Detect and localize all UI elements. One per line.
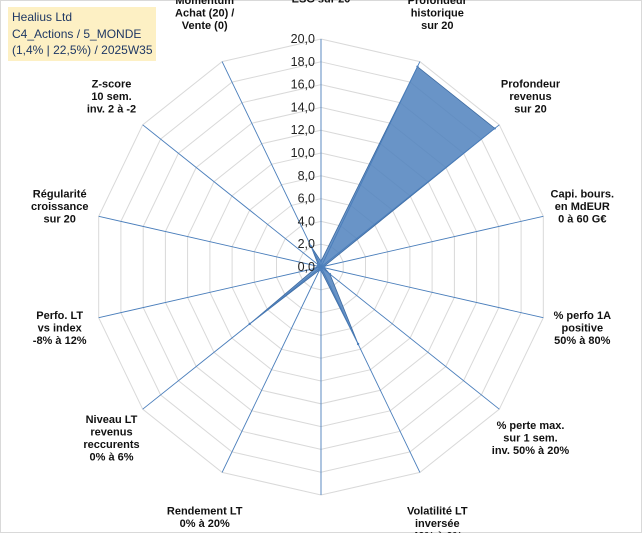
tick-label: 18,0 xyxy=(291,55,315,69)
axis-spoke xyxy=(98,215,322,268)
tick-label: 20,0 xyxy=(291,32,315,46)
axis-label-line: sur 1 sem. xyxy=(503,433,557,445)
axis-label-line: sur 20 xyxy=(421,20,453,32)
axis-label: % perte max. sur 1 sem. inv. 50% à 20% xyxy=(492,420,570,457)
axis-label-line: historique xyxy=(411,8,464,20)
data-point xyxy=(318,268,321,272)
axis-label-line: 10 sem. xyxy=(91,91,131,103)
axis-label-line: Régularité xyxy=(33,188,87,200)
axis-label-line: Profondeur xyxy=(501,78,561,90)
axis-label: % perfo 1A positive 50% à 80% xyxy=(554,310,612,347)
tick-label: 10,0 xyxy=(291,146,315,160)
axis-label: Profondeur historique sur 20 xyxy=(408,0,468,32)
data-point xyxy=(248,322,251,326)
axis-label: Régularité croissance sur 20 xyxy=(31,188,88,225)
axis-spoke xyxy=(142,266,322,410)
axis-label-line: positive xyxy=(562,323,604,335)
axis-label-line: inversée xyxy=(415,518,460,530)
tick-label: 0,0 xyxy=(298,260,315,274)
tick-label: 16,0 xyxy=(291,78,315,92)
data-point xyxy=(356,342,360,346)
axis-spoke xyxy=(320,124,500,268)
axis-label-line: % perfo 1A xyxy=(554,310,612,322)
axis-label-line: 40% à 0% xyxy=(412,531,462,533)
data-point xyxy=(416,65,419,68)
data-point xyxy=(314,267,317,270)
title-box: Healius Ltd C4_Actions / 5_MONDE (1,4% |… xyxy=(8,7,156,61)
axis-label-line: 50% à 80% xyxy=(554,335,610,347)
axis-label: Z-score 10 sem. inv. 2 à -2 xyxy=(87,78,136,115)
axis-label: Capi. bours. en MdEUR 0 à 60 G€ xyxy=(551,188,615,225)
axis-label-line: en MdEUR xyxy=(555,201,610,213)
axis-label-line: sur 20 xyxy=(514,103,546,115)
axis-label-line: 0% à 6% xyxy=(89,451,133,463)
axis-label-line: Achat (20) / xyxy=(175,8,234,20)
tick-label: 2,0 xyxy=(298,237,315,251)
tick-label: 6,0 xyxy=(298,192,315,206)
axis-label-line: Z-score xyxy=(92,78,132,90)
axis-spoke xyxy=(98,266,322,319)
tick-label: 12,0 xyxy=(291,123,315,137)
axis-label: Perfo. LT vs index -8% à 12% xyxy=(33,310,87,347)
portfolio-stats: (1,4% | 22,5%) / 2025W35 xyxy=(12,43,153,57)
data-point xyxy=(309,245,313,248)
axis-label-line: croissance xyxy=(31,201,88,213)
axis-label-line: reccurents xyxy=(83,439,139,451)
axis-label-line: inv. 50% à 20% xyxy=(492,445,570,457)
axis-label-line: revenus xyxy=(509,91,551,103)
axis-label-line: revenus xyxy=(90,426,132,438)
axis-label-line: vs index xyxy=(38,323,83,335)
axis-label: NoteESG sur 20 xyxy=(292,0,351,6)
axis-label-line: -8% à 12% xyxy=(33,335,87,347)
portfolio-name: C4_Actions / 5_MONDE xyxy=(12,26,142,41)
data-point xyxy=(328,272,332,276)
data-point xyxy=(493,127,496,130)
axis-label-line: % perte max. xyxy=(497,420,565,432)
tick-label: 14,0 xyxy=(291,100,315,114)
axis-spoke xyxy=(320,215,544,268)
data-point xyxy=(319,260,323,263)
axis-label-line: Volatilité LT xyxy=(407,506,468,518)
axis-label: Momentum Achat (20) / Vente (0) xyxy=(175,0,234,32)
axis-label-line: Momentum xyxy=(175,0,234,7)
data-point xyxy=(323,266,326,269)
axis-label: Rendement LT 0% à 20% xyxy=(167,506,243,531)
axis-label-line: Perfo. LT xyxy=(36,310,83,322)
axis-label-line: Profondeur xyxy=(408,0,468,7)
axis-label: Profondeur revenus sur 20 xyxy=(501,78,561,115)
data-point xyxy=(317,263,320,267)
axis-spoke xyxy=(320,266,544,319)
axis-spoke xyxy=(142,124,322,268)
axis-spoke xyxy=(320,266,500,410)
axis-label: Niveau LT revenus reccurents 0% à 6% xyxy=(83,414,139,464)
axis-label-line: inv. 2 à -2 xyxy=(87,103,136,115)
axis-label-line: 0 à 60 G€ xyxy=(558,213,606,225)
axis-spoke xyxy=(320,61,421,268)
axis-label: Volatilité LTinversée40% à 0% xyxy=(407,506,468,533)
series-area xyxy=(249,66,496,345)
axis-label-line: Vente (0) xyxy=(182,20,228,32)
axis-label-line: 0% à 20% xyxy=(180,518,230,530)
axis-label-line: sur 20 xyxy=(43,213,75,225)
tick-label: 8,0 xyxy=(298,169,315,183)
axis-spoke xyxy=(320,266,421,473)
axis-label-line: Rendement LT xyxy=(167,506,243,518)
axis-label-line: Niveau LT xyxy=(86,414,138,426)
axis-spoke xyxy=(221,266,322,473)
company-name: Healius Ltd xyxy=(12,10,73,24)
axis-label-line: Capi. bours. xyxy=(551,188,615,200)
axis-spoke xyxy=(221,61,322,268)
axis-label-line: ESG sur 20 xyxy=(292,0,351,6)
tick-label: 4,0 xyxy=(298,214,315,228)
